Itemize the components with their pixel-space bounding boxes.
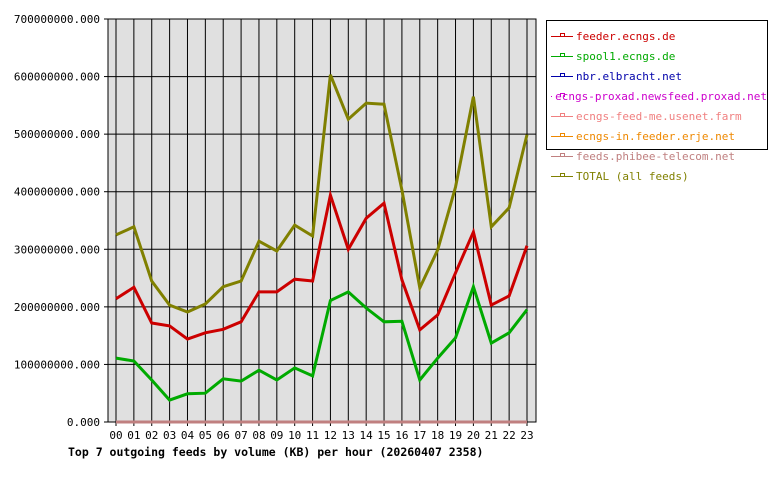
legend-line-marker-icon: [551, 152, 573, 160]
y-axis: 0.000 100000000.000 200000000.000 300000000…: [14, 13, 108, 429]
legend-item: ecngs-in.feeder.erje.net: [547, 126, 767, 146]
svg-text:100000000.000: 100000000.000: [14, 358, 100, 371]
legend-line-marker-icon: [551, 92, 565, 100]
svg-text:17: 17: [413, 429, 426, 442]
svg-text:06: 06: [217, 429, 230, 442]
svg-text:300000000.000: 300000000.000: [14, 243, 100, 256]
svg-text:07: 07: [234, 429, 247, 442]
svg-text:12: 12: [324, 429, 337, 442]
legend-label: ecngs-proxad.newsfeed.proxad.net: [555, 89, 767, 103]
legend-line-marker-icon: [551, 172, 573, 180]
legend: feeder.ecngs.de spool1.ecngs.de nbr.elbr…: [546, 20, 768, 183]
legend-label: feeds.phibee-telecom.net: [576, 149, 735, 163]
svg-text:200000000.000: 200000000.000: [14, 301, 100, 314]
series-line: [115, 281, 529, 402]
svg-text:23: 23: [520, 429, 533, 442]
svg-text:22: 22: [503, 429, 516, 442]
legend-item: TOTAL (all feeds): [547, 166, 767, 186]
legend-label: nbr.elbracht.net: [576, 69, 682, 83]
legend-label: feeder.ecngs.de: [576, 29, 676, 43]
x-axis: 00 01 02 03 04 05 06 07 08 09 10 11 12 13 14 15 16 17 18 19…: [109, 422, 534, 442]
series-lines: [115, 74, 529, 424]
legend-item: feeder.ecngs.de: [547, 26, 767, 46]
plot-area: [107, 18, 537, 423]
legend-item: nbr.elbracht.net: [547, 66, 767, 86]
svg-text:11: 11: [306, 429, 319, 442]
legend-label: ecngs-in.feeder.erje.net: [576, 129, 735, 143]
svg-text:18: 18: [431, 429, 444, 442]
svg-text:14: 14: [360, 429, 374, 442]
svg-text:02: 02: [145, 429, 158, 442]
legend-label: spool1.ecngs.de: [576, 49, 676, 63]
svg-text:04: 04: [181, 429, 195, 442]
svg-text:400000000.000: 400000000.000: [14, 186, 100, 199]
legend-line-marker-icon: [551, 112, 573, 120]
svg-text:09: 09: [270, 429, 283, 442]
svg-text:03: 03: [163, 429, 176, 442]
legend-item: ecngs-feed-me.usenet.farm: [547, 106, 767, 126]
series-line: [115, 74, 529, 314]
svg-text:05: 05: [199, 429, 212, 442]
svg-text:20: 20: [467, 429, 480, 442]
legend-label: ecngs-feed-me.usenet.farm: [576, 109, 742, 123]
svg-text:16: 16: [395, 429, 408, 442]
chart-title: Top 7 outgoing feeds by volume (KB) per …: [68, 445, 484, 459]
svg-text:01: 01: [127, 429, 140, 442]
svg-text:13: 13: [342, 429, 355, 442]
legend-line-marker-icon: [551, 52, 573, 60]
svg-text:500000000.000: 500000000.000: [14, 128, 100, 141]
legend-line-marker-icon: [551, 32, 573, 40]
legend-item: spool1.ecngs.de: [547, 46, 767, 66]
legend-line-marker-icon: [551, 72, 573, 80]
svg-text:21: 21: [485, 429, 498, 442]
legend-item: feeds.phibee-telecom.net: [547, 146, 767, 166]
svg-text:600000000.000: 600000000.000: [14, 71, 100, 84]
legend-line-marker-icon: [551, 132, 573, 140]
svg-text:0.000: 0.000: [67, 416, 100, 429]
series-line: [115, 189, 529, 341]
legend-label: TOTAL (all feeds): [576, 169, 689, 183]
svg-text:08: 08: [252, 429, 265, 442]
svg-text:00: 00: [109, 429, 122, 442]
svg-text:19: 19: [449, 429, 462, 442]
svg-text:10: 10: [288, 429, 301, 442]
svg-text:700000000.000: 700000000.000: [14, 13, 100, 26]
svg-text:15: 15: [377, 429, 390, 442]
legend-item: ecngs-proxad.newsfeed.proxad.net: [547, 86, 767, 106]
